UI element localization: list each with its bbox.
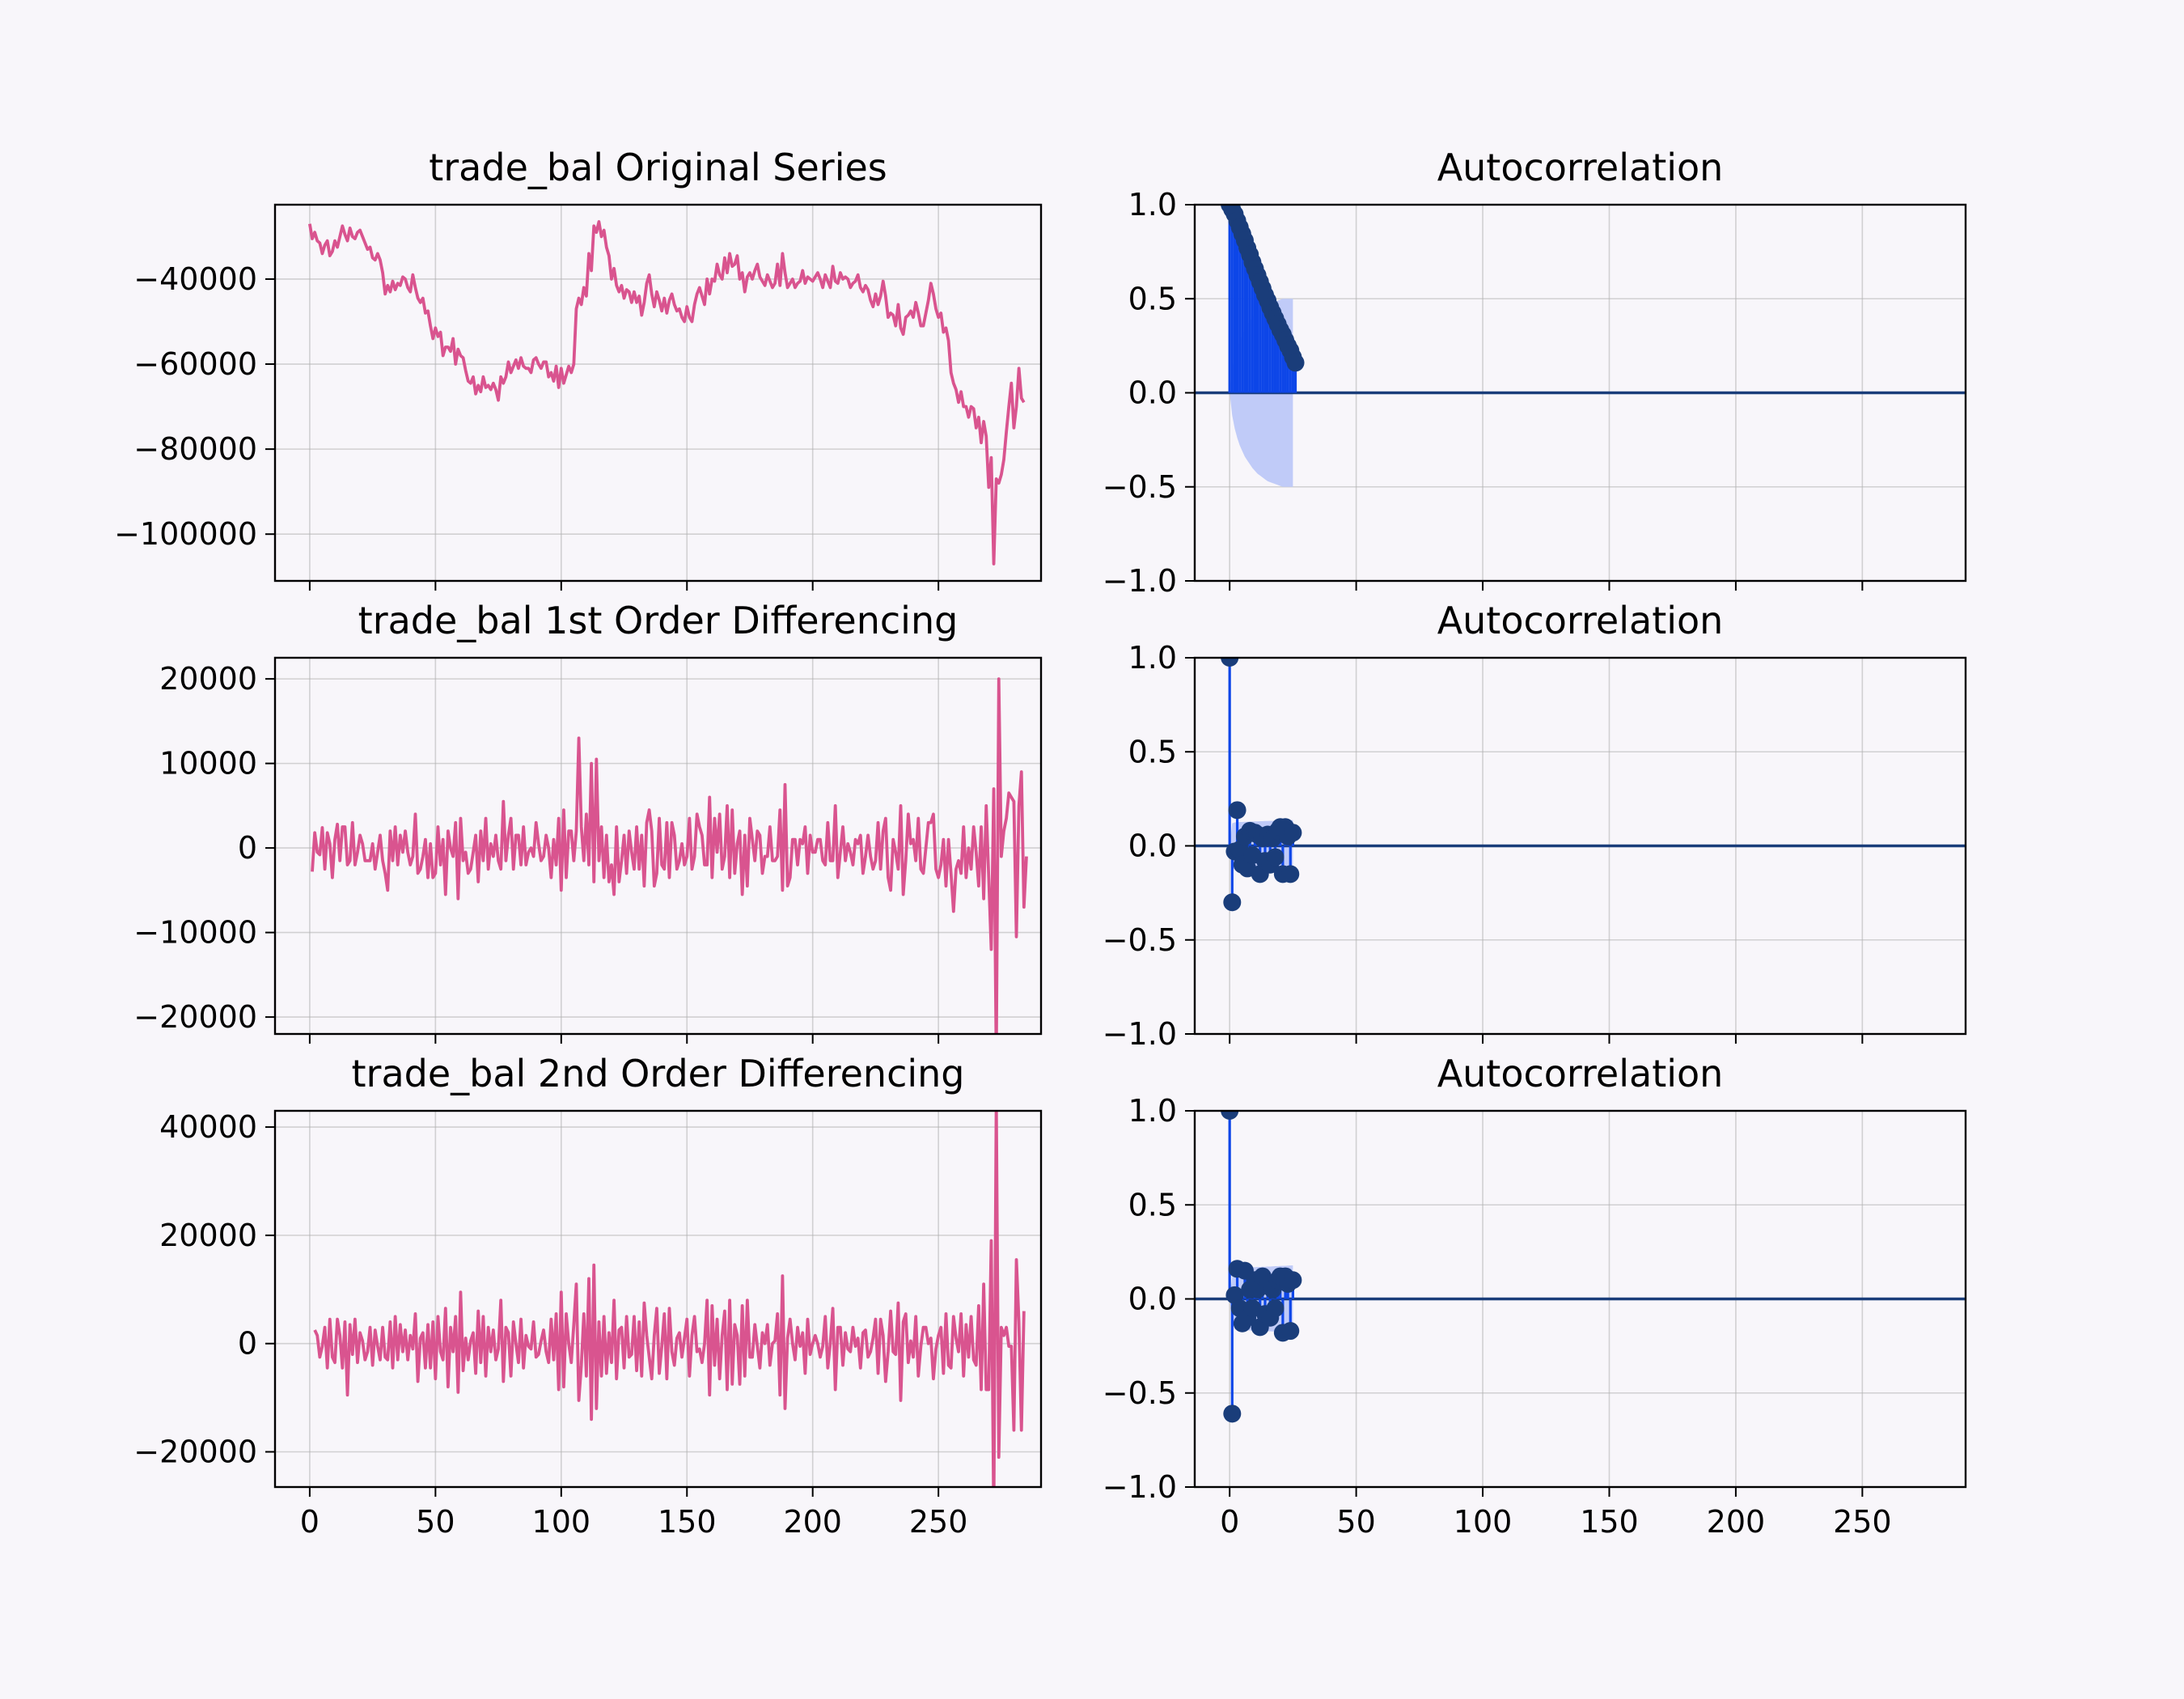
acf-marker (1223, 893, 1242, 912)
x-tick-label: 50 (416, 1504, 455, 1540)
subplot-first-differencing: trade_bal 1st Order Differencing −20000 −… (133, 599, 1043, 1044)
acf-marker (1266, 848, 1285, 866)
y-tick-label: −10000 (133, 915, 257, 951)
y-tick-label: 0.0 (1128, 375, 1177, 411)
y-tick-label: −100000 (114, 516, 257, 552)
y-tick-label: 0 (238, 1326, 257, 1362)
subplot-second-differencing: trade_bal 2nd Order Differencing 0 50 100 1… (133, 1052, 1043, 1540)
plot-area (313, 1111, 1026, 1487)
subplot-acf-first-differencing: Autocorrelation −1.0 −0.5 0.0 0.5 1.0 (1103, 599, 1967, 1052)
y-tick-label: 0.5 (1128, 734, 1177, 769)
plot-area (308, 220, 1026, 566)
y-tick-label: 20000 (159, 1218, 257, 1253)
y-tick-label: −1.0 (1103, 563, 1177, 599)
y-tick-label: 1.0 (1128, 187, 1177, 222)
acf-marker (1221, 658, 1239, 667)
series-line (311, 677, 1028, 1034)
axes-frame (273, 1109, 1043, 1489)
x-tick-label: 150 (1580, 1504, 1639, 1540)
y-tick-label: 40000 (159, 1109, 257, 1145)
y-tick-label: 10000 (159, 746, 257, 782)
subplot-title: Autocorrelation (1437, 1052, 1724, 1095)
y-tick-label: 1.0 (1128, 1093, 1177, 1129)
x-tick-label: 200 (1707, 1504, 1766, 1540)
axes-frame (273, 203, 1043, 583)
y-tick-label: −60000 (133, 346, 257, 382)
subplot-original-series: trade_bal Original Series −100000 −80000 −… (114, 146, 1043, 591)
x-tick-label: 0 (300, 1504, 320, 1540)
y-tick-label: 0.5 (1128, 1187, 1177, 1222)
axes-frame (273, 656, 1043, 1036)
series-line (308, 220, 1026, 566)
y-tick-label: 0.0 (1128, 828, 1177, 864)
y-tick-label: −0.5 (1103, 1375, 1177, 1411)
x-tick-label: 0 (1220, 1504, 1239, 1540)
y-tick-label: 0.0 (1128, 1282, 1177, 1317)
y-tick-label: −80000 (133, 431, 257, 467)
series-line (313, 1111, 1026, 1487)
plot-area (1195, 658, 1966, 912)
y-tick-label: −1.0 (1103, 1469, 1177, 1505)
y-tick-label: −40000 (133, 261, 257, 297)
acf-marker (1221, 1111, 1239, 1120)
x-tick-label: 100 (532, 1504, 591, 1540)
x-tick-label: 50 (1336, 1504, 1375, 1540)
subplot-acf-original: Autocorrelation −1.0 −0.5 0.0 0.5 1.0 (1103, 146, 1967, 599)
y-tick-label: −20000 (133, 1434, 257, 1470)
acf-marker (1281, 1322, 1300, 1341)
plot-area (1195, 1111, 1966, 1423)
acf-marker (1266, 1299, 1285, 1318)
y-tick-label: −1.0 (1103, 1016, 1177, 1052)
subplot-title: trade_bal Original Series (429, 146, 887, 189)
x-tick-label: 200 (783, 1504, 842, 1540)
acf-marker (1228, 801, 1246, 820)
y-tick-label: −20000 (133, 999, 257, 1035)
x-tick-label: 150 (658, 1504, 717, 1540)
y-tick-label: −0.5 (1103, 469, 1177, 505)
grid (275, 205, 1041, 581)
acf-marker (1223, 1405, 1242, 1423)
subplot-title: Autocorrelation (1437, 146, 1724, 189)
subplot-title: Autocorrelation (1437, 599, 1724, 642)
y-tick-label: 0.5 (1128, 281, 1177, 316)
x-tick-label: 100 (1454, 1504, 1513, 1540)
x-tick-label: 250 (1833, 1504, 1892, 1540)
subplot-acf-second-differencing: Autocorrelation 0 50 100 150 200 250 −1.0 −0.5 0… (1103, 1052, 1967, 1540)
plot-area (1195, 205, 1966, 487)
y-tick-label: 0 (238, 830, 257, 866)
subplot-title: trade_bal 2nd Order Differencing (352, 1052, 965, 1095)
acf-marker (1286, 354, 1305, 372)
acf-marker (1284, 824, 1302, 842)
x-tick-label: 250 (909, 1504, 968, 1540)
subplot-title: trade_bal 1st Order Differencing (358, 599, 959, 642)
acf-marker (1284, 1271, 1302, 1290)
y-tick-label: −0.5 (1103, 922, 1177, 958)
acf-marker (1281, 865, 1300, 883)
plot-area (311, 677, 1028, 1034)
y-tick-label: 20000 (159, 661, 257, 697)
y-tick-label: 1.0 (1128, 640, 1177, 676)
